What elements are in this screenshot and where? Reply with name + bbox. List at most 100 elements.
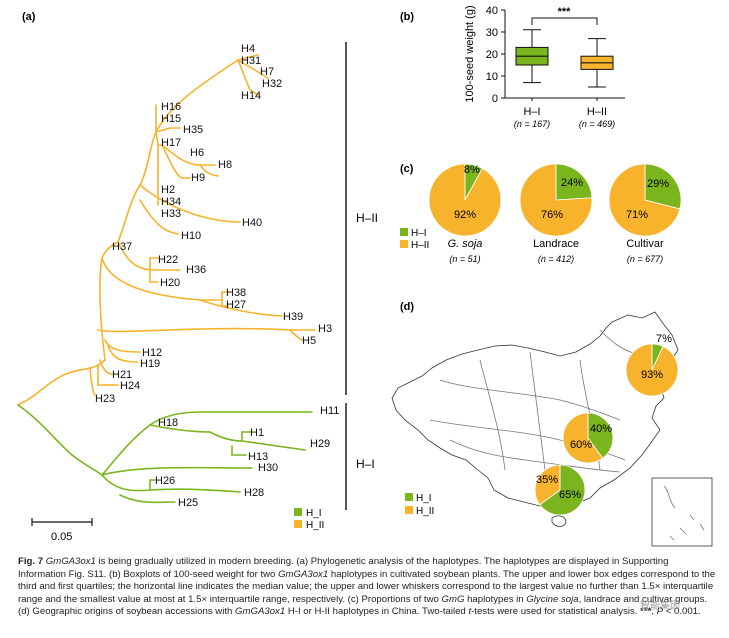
figure: (a) (b) (c) (d) [17,5,713,547]
tree-leaf-h13: H13 [248,451,268,463]
tree-leaf-h11: H11 [320,405,339,417]
clade-label-h-ii: H–II [356,211,378,225]
tree-leaf-h40: H40 [242,217,262,229]
caption-gene: GmGA3ox1 [45,556,96,567]
caption-figno: Fig. 7 [18,556,44,567]
tree-legend: H_I H_II [294,508,324,531]
pie-c-2-slice-2 [519,163,593,237]
map-pie-north-east-slice-label-1: 7% [656,333,672,345]
caption-gene-3: GmGA3ox1 [235,606,286,618]
scale-bar-label: 0.05 [51,531,72,543]
caption-stars: *** [640,606,652,618]
pie-c-sample-size: (n = 677) [627,254,663,264]
y-tick-label: 10 [486,71,498,83]
map-pie-central-slice-2 [562,412,604,464]
caption-t: t [468,606,472,618]
tree-leaf-h34: H34 [161,196,181,208]
tree-leaf-h6: H6 [190,147,204,159]
tree-leaf-h29: H29 [310,438,330,450]
y-tick-label: 0 [492,93,498,105]
tree-leaf-h38: H38 [226,287,246,299]
tree-leaf-h31: H31 [241,55,261,67]
significance-bracket [531,17,598,25]
caption-text-4: , landrace and cultivar groups. (d) Geog… [18,593,708,618]
map-pie-north-east-slice-2 [625,343,679,397]
legend-label-d-h-i: H_I [416,493,432,504]
tree-leaf-h8: H8 [218,159,232,171]
caption-text-5: H-I or H-II haplotypes in China. Two-tai… [285,606,469,618]
y-tick-label: 40 [486,5,498,17]
map-pie-south-slice-2 [534,464,561,506]
clade-h-i-branches [17,404,313,504]
boxplot-chart: 0 10 20 30 40 100-seed weight (g) H–I(n = 167)… [464,5,625,129]
legend-label-h-ii: H_II [306,520,324,531]
tree-leaf-h30: H30 [258,462,278,474]
legend-label-c-h-ii: H–II [411,240,429,251]
map-pie-south-slice-label-1: 65% [559,489,581,501]
map-pie-central-slice-label-2: 60% [570,439,592,451]
pie-c-2-slice-label-2: 76% [541,209,563,221]
pie-c-sample-size: (n = 51) [449,254,480,264]
sample-size-label: (n = 469) [579,119,615,129]
panel-label-c: (c) [400,163,414,175]
pie-c-group-name: Cultivar [626,238,664,250]
pie-c-2-slice-1 [555,163,593,201]
pie-c-group-name: G. soja [448,238,483,250]
pie-legend-c: H–I H–II [400,228,429,251]
tree-leaf-h27: H27 [226,299,246,311]
watermark: 智能集因 [640,601,680,612]
pie-c-group-name: Landrace [533,238,579,250]
clade-h-ii-branches [17,54,316,406]
caption-text-3: haplotypes in [464,593,527,605]
pie-c-3-slice-label-2: 71% [626,209,648,221]
tree-leaf-h7: H7 [260,66,274,78]
legend-swatch-h-ii [294,520,302,528]
tree-leaf-h20: H20 [160,277,180,289]
tree-leaf-h23: H23 [95,393,115,405]
caption-text-7: , [651,606,657,618]
legend-swatch-c-h-ii [400,240,408,248]
map-pies: 7% 93% 40% 60% 65%35% [534,333,679,516]
y-tick-label: 20 [486,49,498,61]
x-tick-label: H–I [523,106,540,118]
caption-text-2: haplotypes in cultivated soybean plants.… [18,568,716,605]
tree-leaf-h1: H1 [250,427,264,439]
tree-leaf-h3: H3 [318,323,332,335]
tree-leaf-h21: H21 [112,369,132,381]
tree-leaf-h24: H24 [120,380,140,392]
legend-swatch-d-h-i [405,493,413,501]
tree-leaf-h10: H10 [181,230,201,242]
tree-leaf-labels: H4H31H7H32H14H16H15H35H17H6H8H9H2H34H33H… [95,43,339,509]
pie-c-3-slice-1 [644,163,682,210]
caption-text-1: is being gradually utilized in modern br… [18,556,669,580]
legend-swatch-h-i [294,508,302,516]
map-pie-north-east-slice-label-2: 93% [641,369,663,381]
tree-leaf-h36: H36 [186,264,206,276]
y-axis-label: 100-seed weight (g) [464,5,476,102]
sample-size-label: (n = 167) [514,119,550,129]
tree-leaf-h26: H26 [155,475,175,487]
tree-leaf-h25: H25 [178,497,198,509]
tree-leaf-h32: H32 [262,78,282,90]
legend-swatch-c-h-i [400,228,408,236]
tree-leaf-h14: H14 [241,90,261,102]
tree-leaf-h33: H33 [161,208,181,220]
tree-leaf-h28: H28 [244,487,264,499]
caption-text-8: < 0.001. [663,606,701,618]
phylogenetic-tree [17,54,316,504]
map-pie-central-slice-1 [587,412,614,459]
y-tick-label: 30 [486,27,498,39]
tree-leaf-h5: H5 [302,335,316,347]
tree-leaf-h37: H37 [112,241,132,253]
caption-species: Glycine soja [526,593,579,605]
map-pie-central-slice-label-1: 40% [590,423,612,435]
clade-label-h-i: H–I [356,457,375,471]
tree-leaf-h16: H16 [161,101,181,113]
caption-gene-2: GmGA3ox1 [278,568,329,580]
legend-swatch-d-h-ii [405,506,413,514]
pie-c-sample-size: (n = 412) [538,254,574,264]
pie-c-1-slice-2 [428,163,502,237]
tree-leaf-h2: H2 [161,184,175,196]
figure-caption: Fig. 7 GmGA3ox1 is being gradually utili… [18,556,718,619]
scale-bar: 0.05 [31,518,93,543]
